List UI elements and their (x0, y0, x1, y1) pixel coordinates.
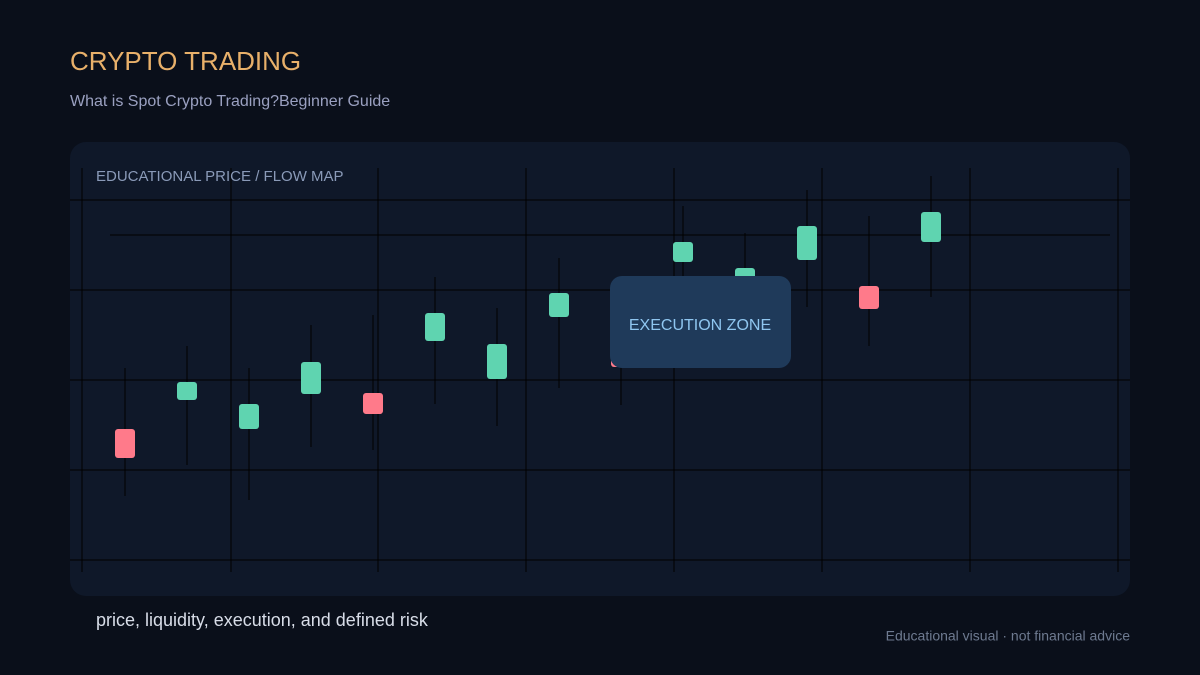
candle-body (363, 393, 383, 414)
callout-text: EXECUTION ZONE (629, 317, 771, 334)
candle-body (673, 242, 693, 262)
panel (70, 142, 1130, 596)
candle-body (549, 293, 569, 317)
candle-body (425, 313, 445, 341)
grid (70, 168, 1130, 572)
candle-body (177, 382, 197, 400)
candle-body (921, 212, 941, 242)
subtitle: What is Spot Crypto Trading?Beginner Gui… (70, 93, 390, 110)
caption: price, liquidity, execution, and defined… (96, 610, 429, 630)
disclaimer: Educational visual · not financial advic… (886, 628, 1131, 644)
candle-body (239, 404, 259, 429)
title: CRYPTO TRADING (70, 46, 301, 76)
candle-body (487, 344, 507, 379)
panel-label: EDUCATIONAL PRICE / FLOW MAP (96, 168, 344, 185)
candle-body (797, 226, 817, 260)
candle-body (859, 286, 879, 309)
candle-body (115, 429, 135, 458)
callout-box (610, 276, 791, 368)
candle-body (301, 362, 321, 394)
